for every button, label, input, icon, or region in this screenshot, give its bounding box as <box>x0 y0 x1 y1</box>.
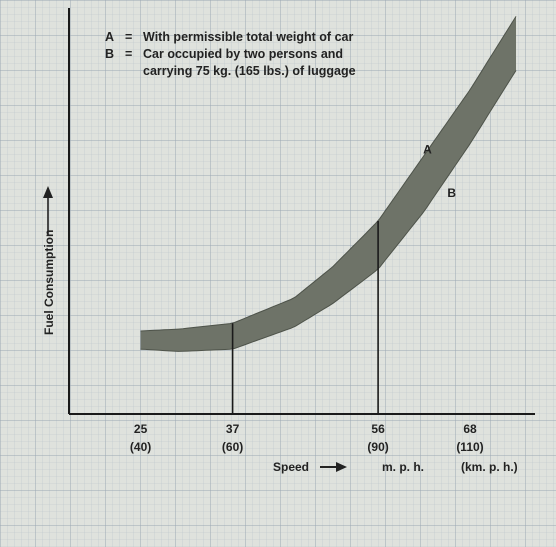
x-tick-label: 25 <box>134 422 148 436</box>
x-tick-sublabel: (110) <box>456 440 483 454</box>
legend-dash: = <box>125 47 132 61</box>
legend-key-b: B <box>105 47 114 61</box>
x-axis-title: Speed m. p. h. (km. p. h.) <box>273 460 518 474</box>
x-tick-sublabel: (40) <box>130 440 151 454</box>
consumption-band <box>140 16 516 352</box>
legend-text: Car occupied by two persons and <box>143 47 343 61</box>
x-tick-label: 56 <box>371 422 385 436</box>
legend-dash: = <box>125 30 132 44</box>
curve-label-b: B <box>447 186 456 200</box>
legend-text: carrying 75 kg. (165 lbs.) of luggage <box>143 64 356 78</box>
x-tick-label: 68 <box>463 422 477 436</box>
x-tick-sublabel: (90) <box>367 440 388 454</box>
y-axis-title: Fuel Consumption <box>42 186 56 335</box>
unit-mph: m. p. h. <box>382 460 424 474</box>
y-axis-label: Fuel Consumption <box>42 230 56 335</box>
x-tick-label: 37 <box>226 422 240 436</box>
unit-kmph: (km. p. h.) <box>461 460 518 474</box>
x-axis-arrow-head <box>336 462 347 472</box>
x-tick-sublabel: (60) <box>222 440 243 454</box>
series-line-a <box>140 16 517 332</box>
curve-label-a: A <box>423 142 432 156</box>
legend-key-a: A <box>105 30 114 44</box>
x-axis-label: Speed <box>273 460 309 474</box>
series-line-b <box>140 70 517 352</box>
y-axis-arrow-head <box>43 186 53 198</box>
legend-text: With permissible total weight of car <box>143 30 353 44</box>
